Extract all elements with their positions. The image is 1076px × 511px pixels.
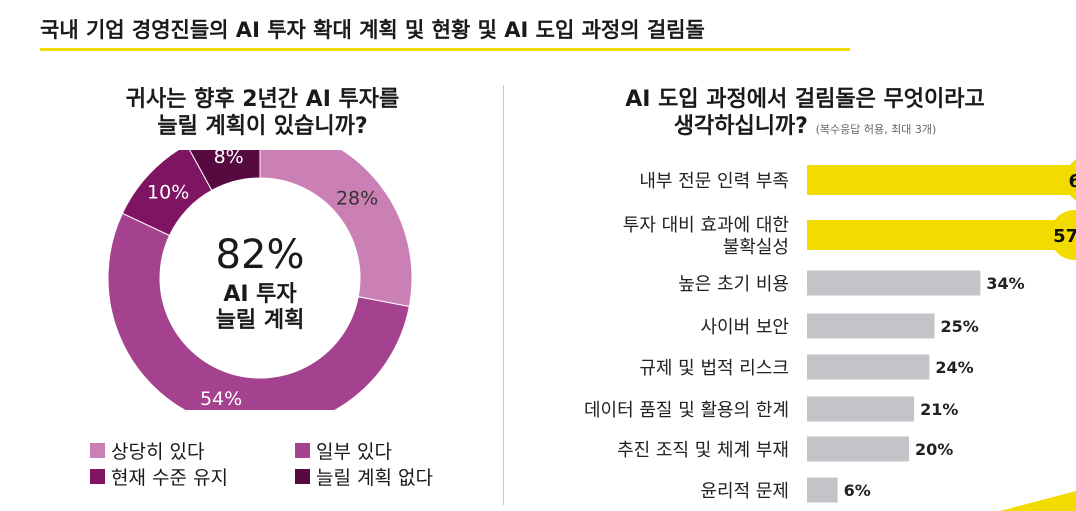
bar-value-label: 25% [941,317,979,336]
bar-category-label: 데이터 품질 및 활용의 한계 [584,400,789,421]
donut-center-label-line-1: AI 투자 [223,282,297,307]
legend-label: 상당히 있다 [111,441,205,463]
bar-category-label: 윤리적 문제 [700,481,789,502]
bar [807,270,981,296]
bar-question-line-2: 생각하십니까? (복수응답 허용, 최대 3개) [570,113,1040,143]
donut-question-line-2: 늘릴 계획이 있습니까? [157,114,368,139]
page-title: 국내 기업 경영진들의 AI 투자 확대 계획 및 현황 및 AI 도입 과정의… [40,18,705,42]
donut-slice-label: 28% [336,188,378,210]
bar-value-label: 34% [986,274,1024,293]
legend-swatch [295,469,310,484]
bar [807,313,935,339]
bar-value-label: 20% [915,440,953,459]
donut-center-value: 82% [215,232,305,278]
legend-label: 현재 수준 유지 [111,467,228,489]
donut-center-label-line-2: 늘릴 계획 [215,308,305,333]
bar [807,477,838,503]
bar-question-note: (복수응답 허용, 최대 3개) [815,123,937,136]
bar-category-label: 사이버 보안 [700,317,789,338]
bar-category-label: 내부 전문 인력 부족 [639,171,789,192]
donut-slice [259,150,413,308]
donut-question-line-1: 귀사는 향후 2년간 AI 투자를 [125,87,400,112]
legend-swatch [90,443,105,458]
legend-item-no-plan: 늘릴 계획 없다 [295,463,433,490]
bar [807,220,1068,250]
title-underline [40,48,850,51]
donut-slice [189,150,261,192]
legend-item-maintain: 현재 수준 유지 [90,463,228,490]
bar-value-label: 6% [844,481,871,500]
donut-slice-label: 10% [147,182,189,204]
bar-question-line-1: AI 도입 과정에서 걸림돌은 무엇이라고 [625,87,985,112]
legend-item-partial: 일부 있다 [295,437,392,464]
bar-category-label: 투자 대비 효과에 대한 불확실성 [623,215,789,258]
legend-label: 일부 있다 [316,441,392,463]
bar-end-badge [1065,159,1076,201]
donut-slice-label: 54% [200,388,242,410]
corner-accent [1000,491,1076,511]
donut-slice [121,150,213,237]
donut-chart: 28% 54% 10% 8% [107,150,413,410]
bar-value-label: 24% [935,358,973,377]
legend-item-substantial: 상당히 있다 [90,437,204,464]
bar-end-badge [1049,210,1076,260]
bar [807,165,1076,195]
bar-value-label: 21% [920,400,958,419]
bar-value-label: 57% [1053,226,1076,247]
legend-swatch [295,443,310,458]
donut-question: 귀사는 향후 2년간 AI 투자를 늘릴 계획이 있습니까? [90,86,435,140]
bar-category-label: 추진 조직 및 체계 부재 [617,440,789,461]
bar-question: AI 도입 과정에서 걸림돌은 무엇이라고 생각하십니까? (복수응답 허용, … [570,86,1040,143]
donut-center-label: AI 투자 늘릴 계획 [180,282,340,334]
bar-category-label: 규제 및 법적 리스크 [639,358,789,379]
legend-swatch [90,469,105,484]
panel-divider [503,85,504,505]
bar [807,396,915,422]
bar [807,436,909,462]
bar-category-label: 높은 초기 비용 [678,274,789,295]
donut-slice-label: 8% [214,150,244,168]
bar-value-label: 60% [1068,171,1076,192]
donut-slice [107,212,410,410]
bar [807,354,930,380]
legend-label: 늘릴 계획 없다 [316,467,433,489]
bar-question-line-2-text: 생각하십니까? [673,114,808,139]
